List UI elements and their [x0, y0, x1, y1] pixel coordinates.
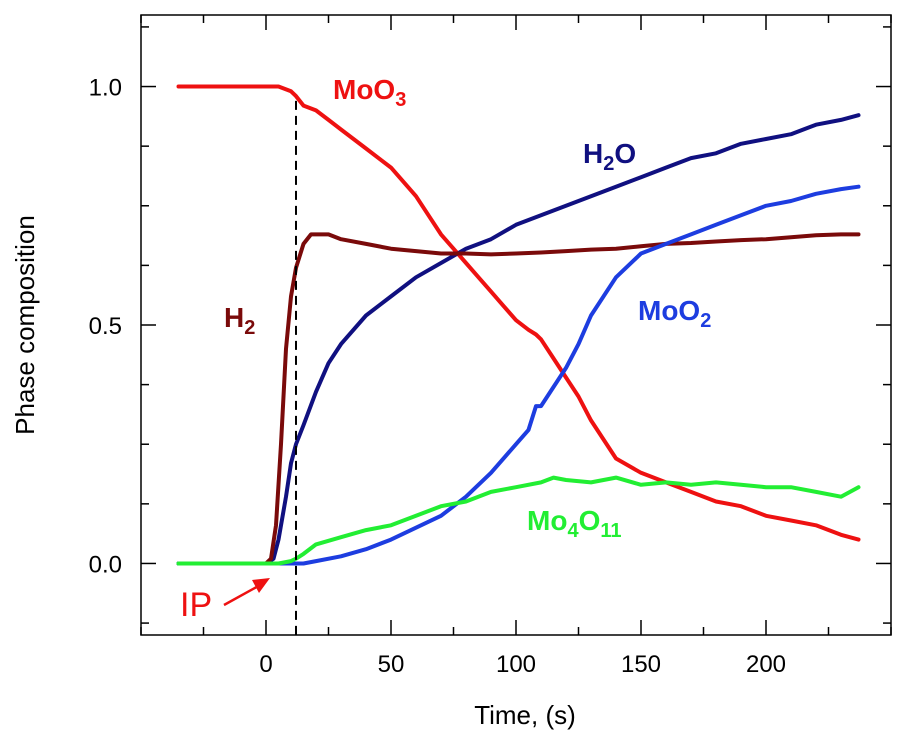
series-line-moo2: [176, 184, 861, 566]
series-label-moo3: MoO3: [333, 74, 406, 111]
minor-ticks: [140, 15, 892, 635]
x-tick-label: 100: [496, 651, 536, 678]
y-tick-label: 0.5: [89, 313, 122, 340]
x-tick-label: 150: [621, 651, 661, 678]
ip-arrow-shaft: [223, 582, 263, 607]
y-tick-label: 0.0: [89, 551, 122, 578]
ip-annotation: IP: [180, 578, 270, 624]
y-tick-labels: 0.0 0.5 1.0: [89, 75, 122, 579]
x-tick-label: 50: [378, 651, 405, 678]
series-line-moo3: [176, 84, 861, 542]
major-ticks: [141, 15, 891, 635]
y-axis-label: Phase composition: [10, 215, 40, 435]
series-lines: [176, 84, 861, 566]
series-line-mo4o11: [176, 475, 861, 566]
series-line-h2o: [176, 113, 861, 566]
y-tick-label: 1.0: [89, 75, 122, 102]
series-label-h2o: H2O: [583, 138, 636, 175]
series-labels: MoO3 H2O H2 MoO2 Mo4O11: [224, 74, 711, 542]
x-tick-label: 200: [746, 651, 786, 678]
series-label-mo4o11: Mo4O11: [527, 505, 622, 542]
ip-arrow-head: [252, 578, 270, 593]
x-tick-label: 0: [259, 651, 272, 678]
series-line-h2: [176, 232, 861, 566]
series-label-moo2: MoO2: [638, 295, 711, 332]
ip-label: IP: [180, 586, 212, 624]
x-tick-labels: 0 50 100 150 200: [259, 651, 786, 678]
series-label-h2: H2: [224, 302, 255, 339]
x-axis-label: Time, (s): [474, 700, 576, 730]
